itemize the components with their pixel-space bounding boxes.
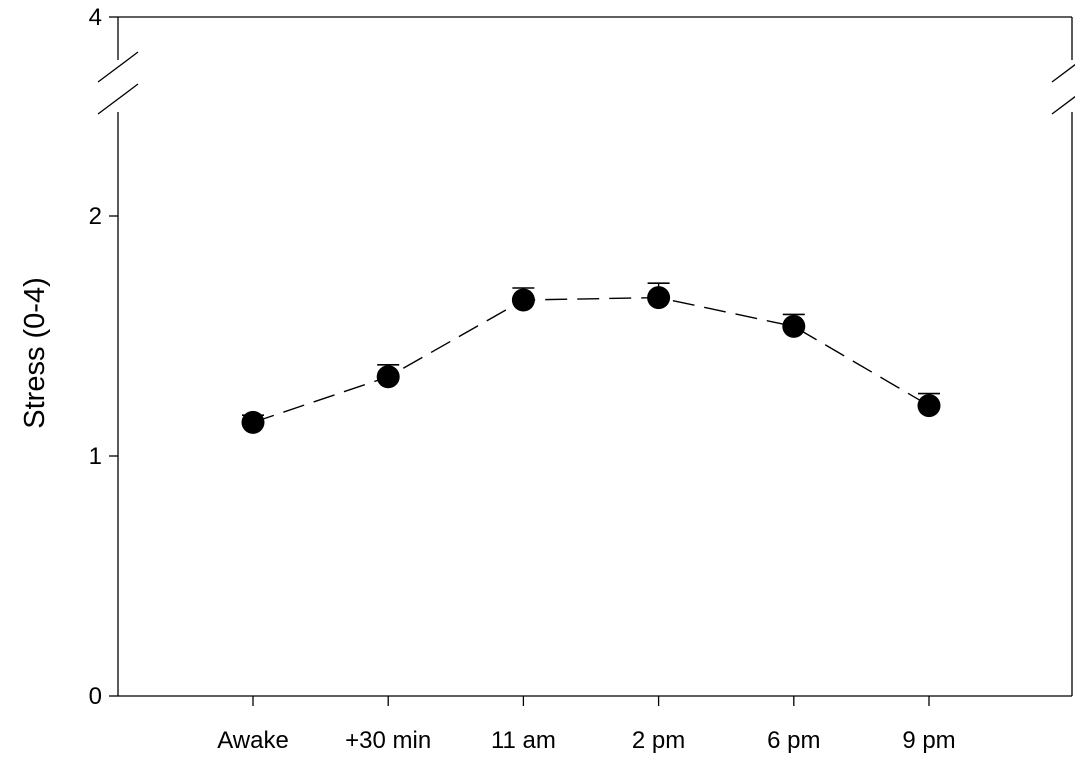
y-axis-ticks: 0 1 2 4: [89, 4, 118, 710]
series-line: [252, 296, 930, 424]
x-tick-label: +30 min: [345, 727, 431, 754]
y-tick-label: 0: [89, 683, 102, 710]
plot-frame: [97, 16, 1075, 697]
x-tick-label: Awake: [217, 727, 289, 754]
axis-break-mark-left: [97, 51, 139, 83]
x-tick-label: 6 pm: [767, 727, 820, 754]
y-axis-title: Stress (0-4): [19, 277, 51, 428]
x-tick-label: 2 pm: [632, 727, 685, 754]
data-point: [511, 288, 535, 312]
y-tick-label: 4: [89, 4, 102, 31]
data-point: [241, 410, 265, 434]
y-tick-label: 1: [89, 443, 102, 470]
data-point: [647, 286, 671, 310]
x-axis-ticks: Awake +30 min 11 am 2 pm 6 pm 9 pm: [217, 696, 956, 754]
axis-break-mark-left: [97, 83, 139, 115]
series-group: [241, 282, 941, 434]
y-tick-label: 2: [89, 203, 102, 230]
x-tick-label: 9 pm: [902, 727, 955, 754]
axis-break-mark-right: [1051, 95, 1075, 115]
data-point: [917, 394, 941, 418]
axis-break-mark-right: [1051, 63, 1075, 83]
data-point: [376, 365, 400, 389]
x-tick-label: 11 am: [491, 727, 556, 754]
data-point: [782, 314, 806, 338]
